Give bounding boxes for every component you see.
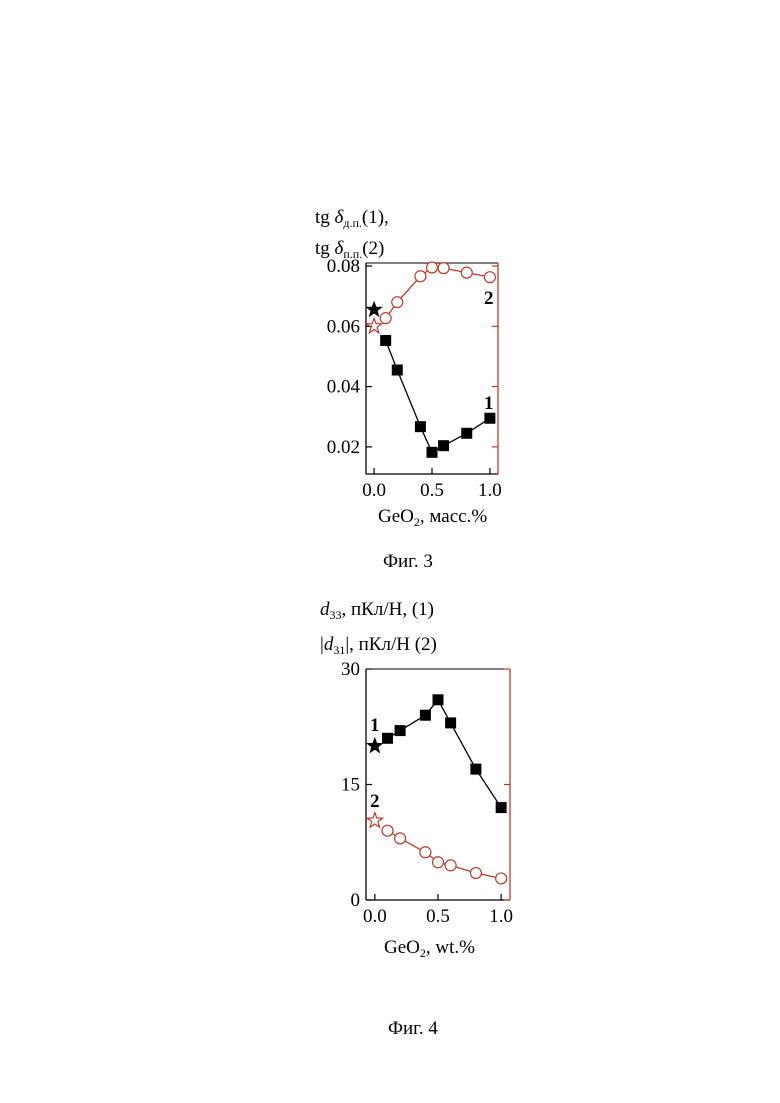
star-marker-2 bbox=[367, 813, 382, 827]
series-2-point bbox=[420, 847, 431, 858]
series-2-point bbox=[496, 873, 507, 884]
series-2-point bbox=[382, 825, 393, 836]
series-2-point bbox=[470, 868, 481, 879]
series-1-point bbox=[395, 725, 406, 736]
fig4-caption: Фиг. 4 bbox=[388, 1018, 438, 1040]
x-tick-label: 0.0 bbox=[363, 906, 387, 927]
x-tick-label: 0.5 bbox=[426, 906, 450, 927]
series-2-point bbox=[445, 860, 456, 871]
series-2-point bbox=[395, 833, 406, 844]
y-tick-label: 15 bbox=[341, 775, 360, 796]
series-1-point bbox=[496, 802, 507, 813]
y-tick-label: 30 bbox=[341, 659, 360, 680]
series-1-point bbox=[445, 717, 456, 728]
series-1-label: 1 bbox=[370, 715, 380, 736]
series-1-point bbox=[382, 733, 393, 744]
series-1-point bbox=[470, 764, 481, 775]
series-2-point bbox=[433, 857, 444, 868]
series-1-line bbox=[387, 700, 501, 808]
series-1-point bbox=[420, 710, 431, 721]
x-tick-label: 1.0 bbox=[489, 906, 513, 927]
star-marker-1 bbox=[367, 738, 382, 752]
y-tick-label: 0 bbox=[351, 890, 361, 911]
series-1-point bbox=[433, 694, 444, 705]
fig4-xlabel: GeO2, wt.% bbox=[384, 937, 475, 961]
series-2-label: 2 bbox=[370, 791, 380, 812]
